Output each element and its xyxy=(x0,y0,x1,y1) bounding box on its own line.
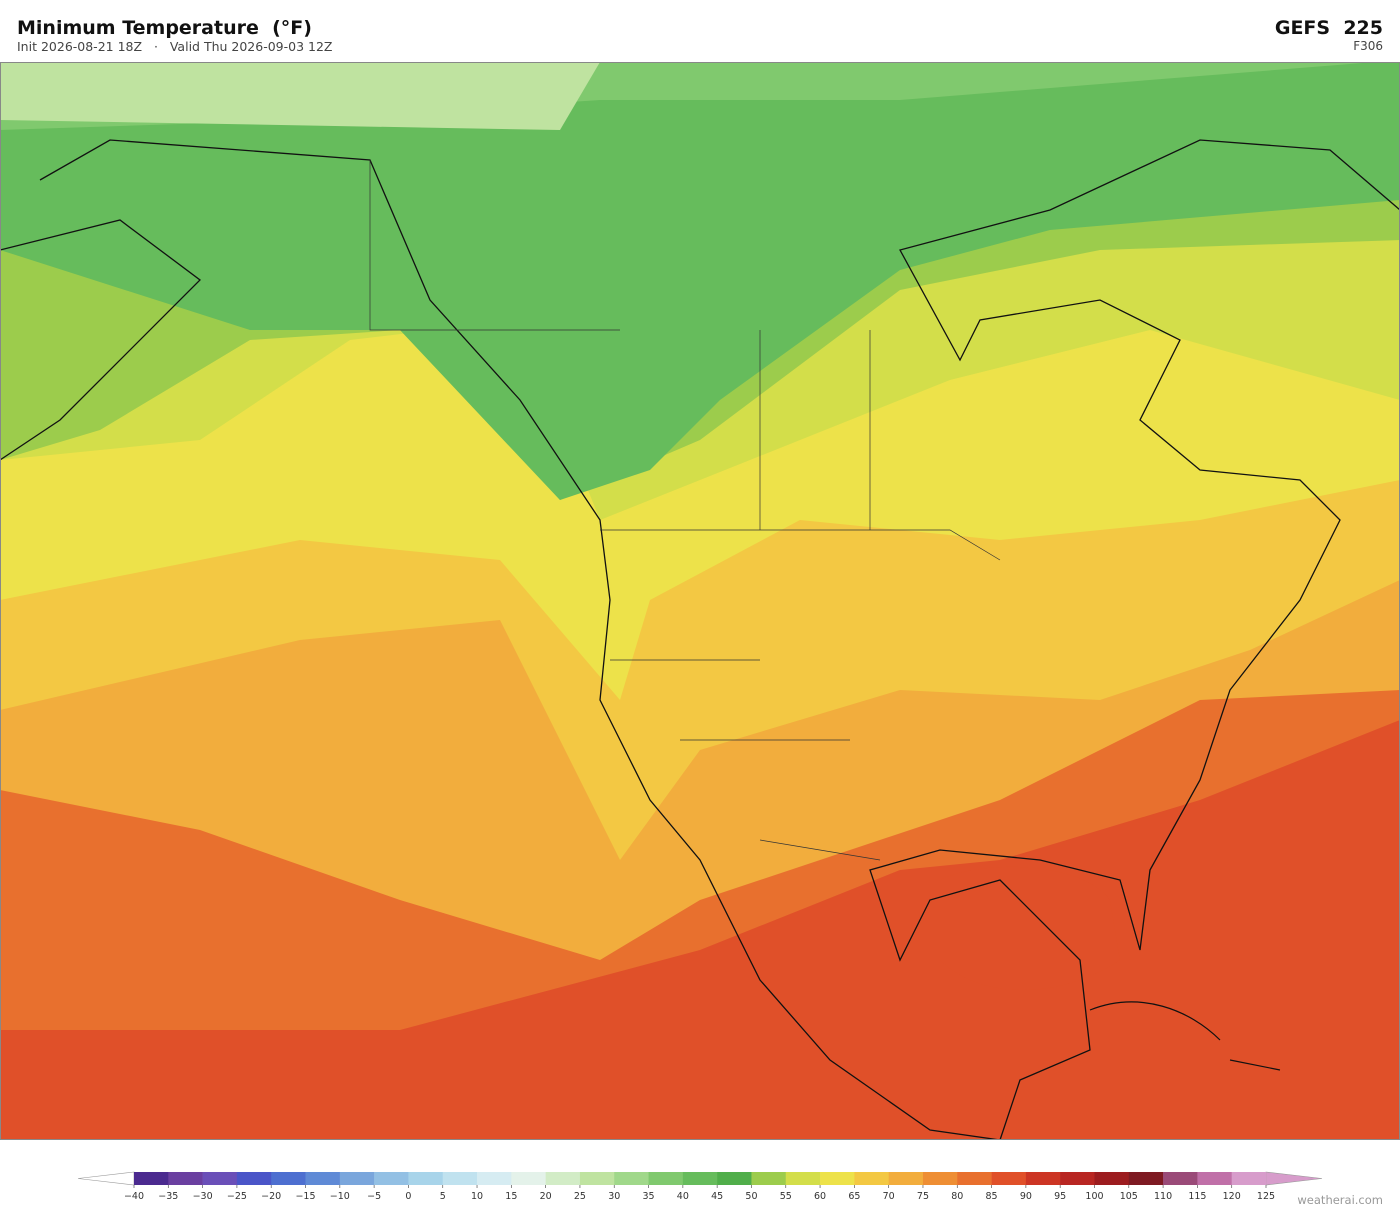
colorbar-segment xyxy=(614,1172,649,1185)
colorbar-segment xyxy=(408,1172,444,1185)
colorbar-segment xyxy=(305,1172,341,1185)
colorbar-segment xyxy=(785,1172,821,1185)
colorbar-tick-label: 15 xyxy=(505,1191,517,1202)
colorbar-tick-label: 20 xyxy=(540,1191,552,1202)
map xyxy=(0,62,1400,1140)
colorbar-segment xyxy=(682,1172,718,1185)
colorbar-segment xyxy=(854,1172,889,1185)
temp-field xyxy=(0,62,1400,500)
model-label: GEFS 225 xyxy=(1275,17,1383,39)
colorbar-tick-label: 10 xyxy=(471,1191,483,1202)
coastline xyxy=(0,219,201,461)
colorbar-segment xyxy=(1094,1172,1130,1185)
gulf xyxy=(940,866,1120,990)
colorbar-segment xyxy=(477,1172,512,1185)
colorbar-segment xyxy=(168,1172,203,1185)
colorbar-segment xyxy=(751,1172,787,1185)
colorbar-tick-label: 80 xyxy=(951,1191,963,1202)
colorbar-end xyxy=(77,1171,135,1186)
colorbar-tick-label: −35 xyxy=(158,1191,178,1202)
colorbar-segment xyxy=(922,1172,958,1185)
colorbar-segment xyxy=(1231,1172,1267,1185)
colorbar-tick-label: 125 xyxy=(1257,1191,1275,1202)
colorbar-tick-label: 0 xyxy=(405,1191,411,1202)
colorbar-tick-label: 100 xyxy=(1085,1191,1103,1202)
colorbar-tick-label: −25 xyxy=(227,1191,247,1202)
colorbar-segment xyxy=(202,1172,238,1185)
colorbar-tick-label: 65 xyxy=(848,1191,860,1202)
colorbar-segment xyxy=(511,1172,546,1185)
colorbar-segment xyxy=(957,1172,992,1185)
forecast-hour: F306 xyxy=(1353,39,1383,53)
colorbar-tick-label: 70 xyxy=(883,1191,895,1202)
colorbar-segment xyxy=(717,1172,752,1185)
colorbar-tick-label: 105 xyxy=(1120,1191,1138,1202)
colorbar-segment xyxy=(442,1172,478,1185)
map-subtitle: Init 2026-08-21 18Z · Valid Thu 2026-09-… xyxy=(17,39,333,54)
colorbar: −40 −35 −30 −25 −20 −15 −10 −5 0 5 10 15 20 25 30 35 40 4… xyxy=(77,1171,1323,1202)
colorbar-segment xyxy=(1163,1172,1198,1185)
colorbar-segment xyxy=(991,1172,1027,1185)
colorbar-segment xyxy=(648,1172,684,1185)
colorbar-tick-label: −15 xyxy=(295,1191,315,1202)
colorbar-tick-label: 85 xyxy=(986,1191,998,1202)
colorbar-tick-label: 40 xyxy=(677,1191,689,1202)
colorbar-tick-label: 5 xyxy=(440,1191,446,1202)
coastline xyxy=(1089,1001,1281,1071)
colorbar-tick-label: 110 xyxy=(1154,1191,1172,1202)
colorbar-tick-label: 90 xyxy=(1020,1191,1032,1202)
colorbar-tick-label: 45 xyxy=(711,1191,723,1202)
colorbar-tick-label: 35 xyxy=(642,1191,654,1202)
colorbar-segment xyxy=(579,1172,615,1185)
colorbar-tick-label: 30 xyxy=(608,1191,620,1202)
colorbar-segment xyxy=(339,1172,375,1185)
colorbar-segment xyxy=(1025,1172,1061,1185)
watermark: weatherai.com xyxy=(1297,1193,1383,1207)
colorbar-tick-label: 95 xyxy=(1054,1191,1066,1202)
colorbar-segment xyxy=(236,1172,272,1185)
colorbar-segment xyxy=(820,1172,855,1185)
colorbar-tick-label: −40 xyxy=(124,1191,144,1202)
colorbar-tick-label: −10 xyxy=(330,1191,350,1202)
colorbar-tick-label: 120 xyxy=(1223,1191,1241,1202)
colorbar-tick-label: 50 xyxy=(745,1191,757,1202)
colorbar-tick-label: −30 xyxy=(193,1191,213,1202)
colorbar-tick-label: −20 xyxy=(261,1191,281,1202)
colorbar-segment xyxy=(1060,1172,1095,1185)
colorbar-segment xyxy=(374,1172,409,1185)
colorbar-tick-label: −5 xyxy=(367,1191,381,1202)
colorbar-segment xyxy=(888,1172,924,1185)
temp-field xyxy=(0,62,600,130)
colorbar-tick-label: 25 xyxy=(574,1191,586,1202)
colorbar-end xyxy=(1265,1171,1323,1186)
colorbar-segment xyxy=(1197,1172,1232,1185)
colorbar-segment xyxy=(271,1172,306,1185)
coastline xyxy=(39,139,1400,1140)
map-title: Minimum Temperature (°F) xyxy=(17,17,312,39)
colorbar-segment xyxy=(545,1172,581,1185)
colorbar-segment xyxy=(1128,1172,1164,1185)
colorbar-tick-label: 55 xyxy=(780,1191,792,1202)
border xyxy=(369,160,1001,861)
colorbar-tick-label: 60 xyxy=(814,1191,826,1202)
colorbar-segment xyxy=(134,1172,169,1185)
colorbar-tick-label: 75 xyxy=(917,1191,929,1202)
colorbar-tick-label: 115 xyxy=(1188,1191,1206,1202)
